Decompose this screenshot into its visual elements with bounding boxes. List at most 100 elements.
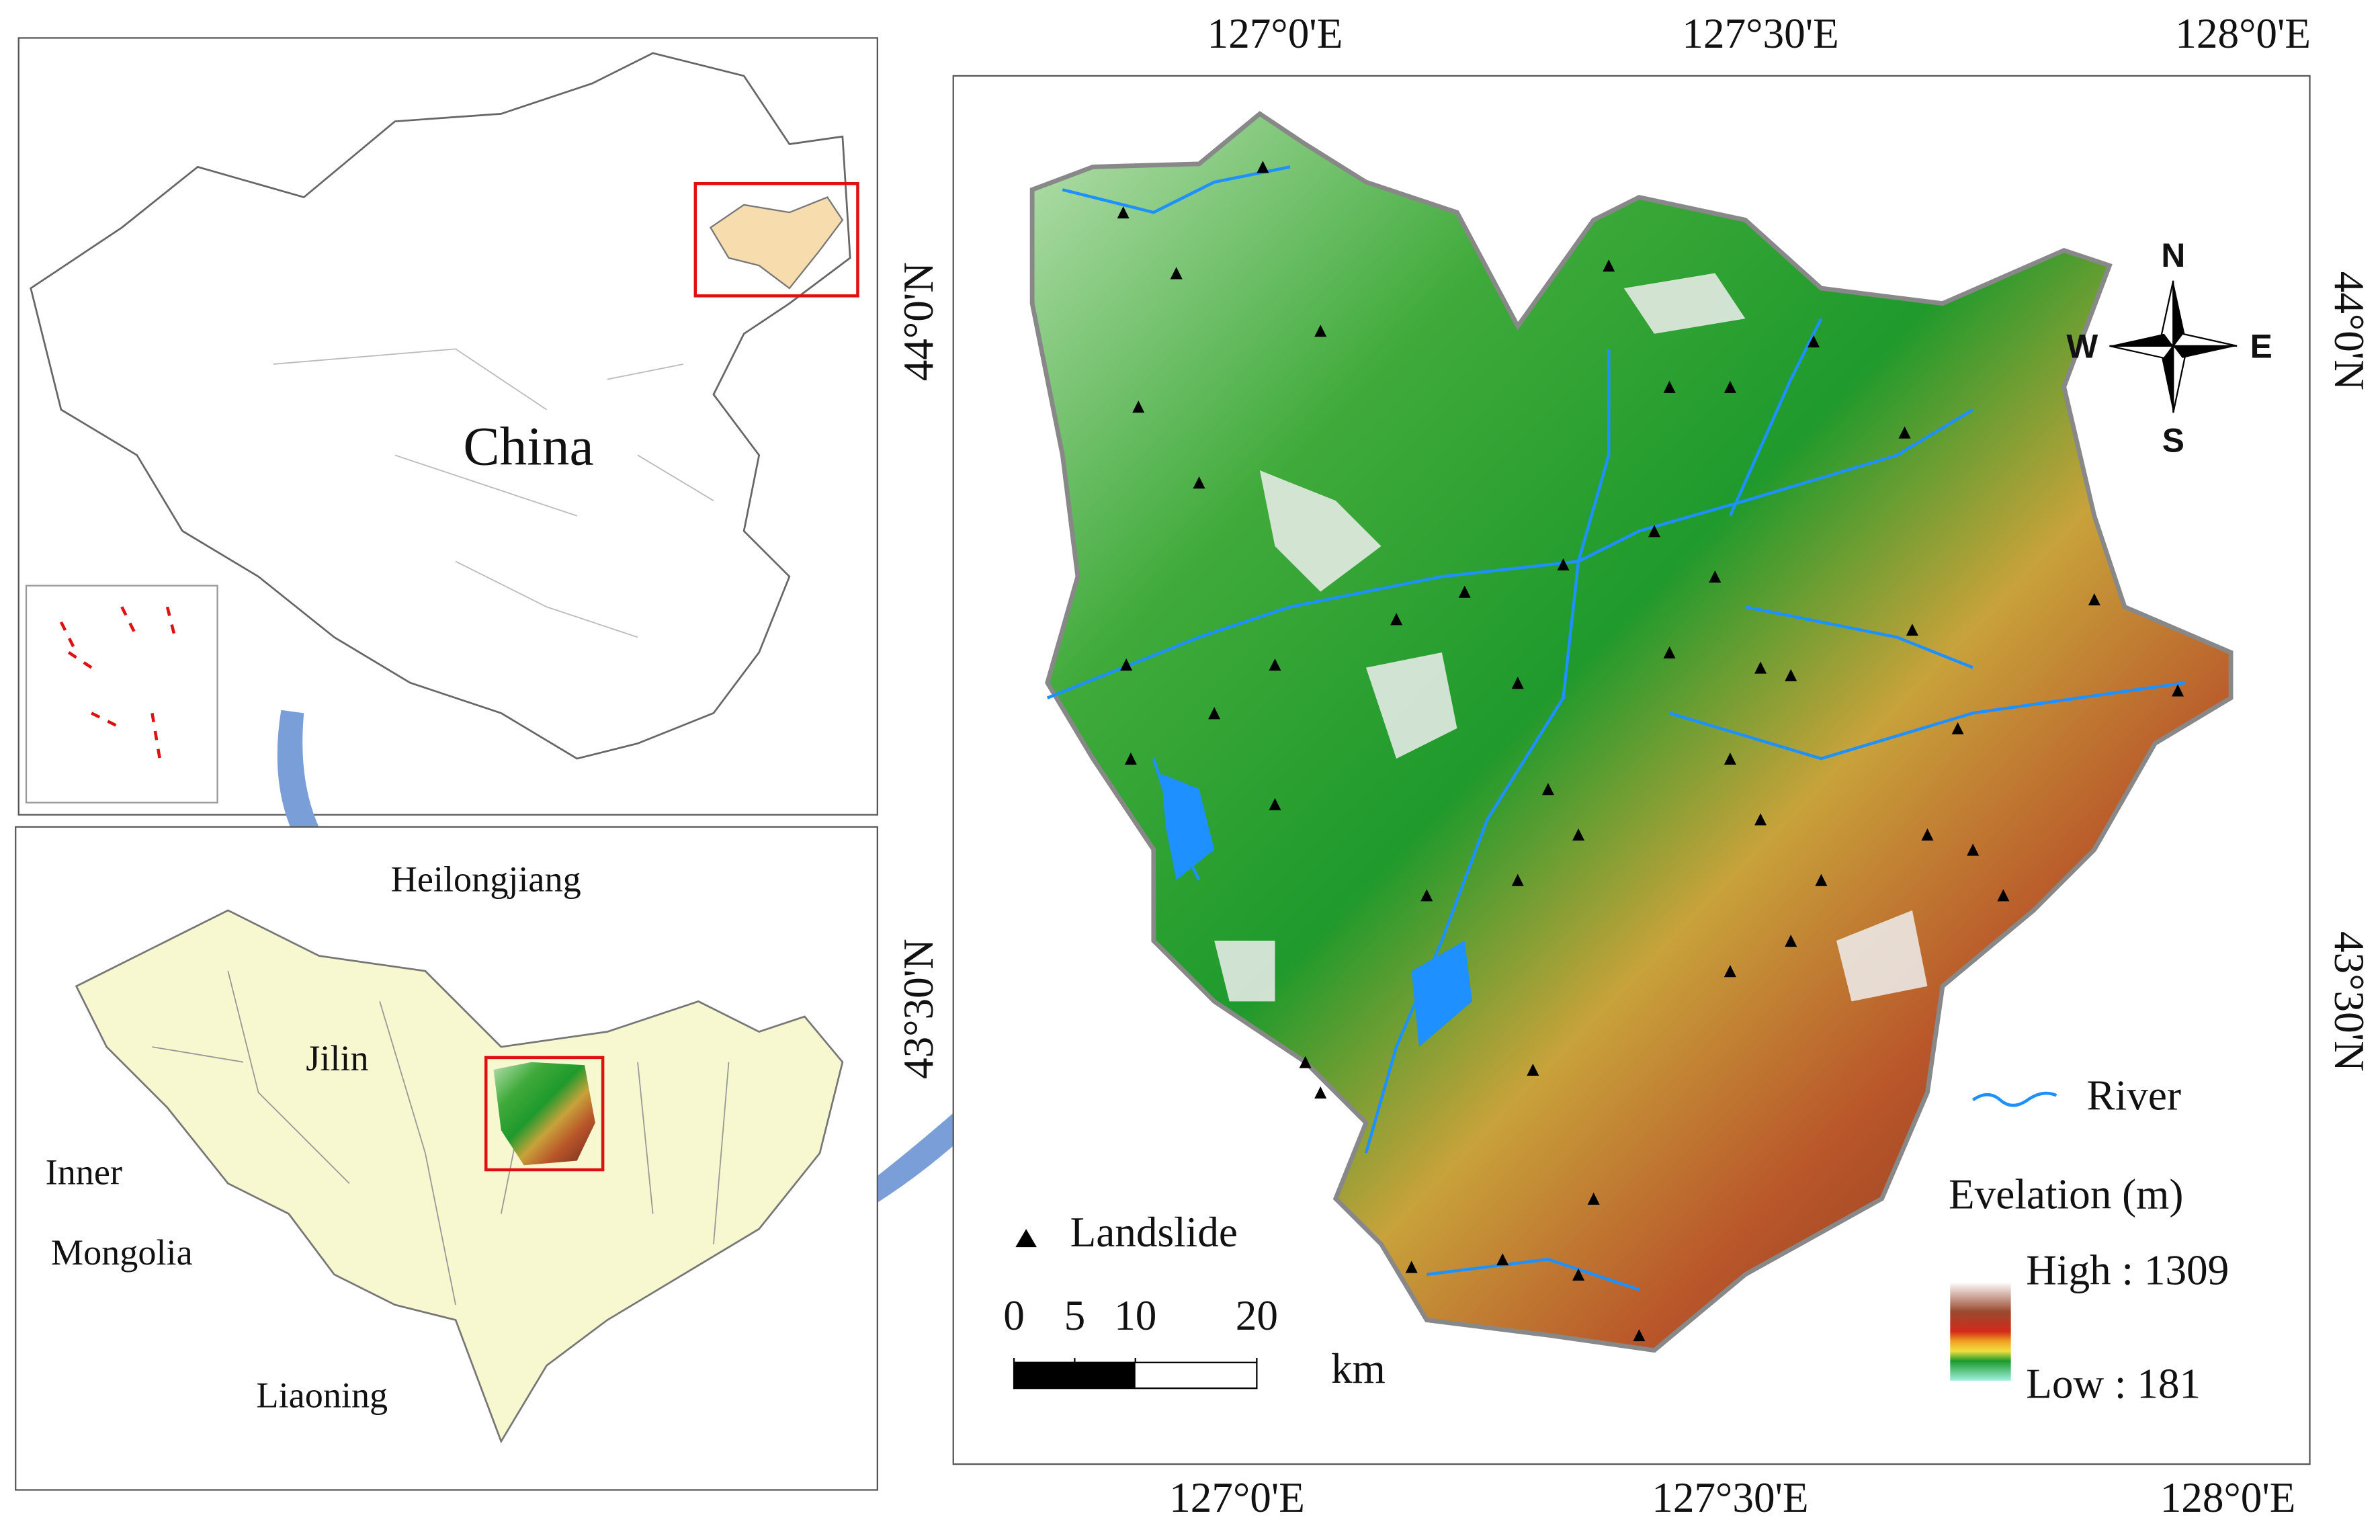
lon-label: 127°0'E bbox=[1207, 10, 1343, 57]
landslide bbox=[1405, 1260, 1418, 1273]
landslide bbox=[1967, 843, 1980, 856]
landslide bbox=[1269, 798, 1281, 810]
reservoir bbox=[1161, 773, 1473, 1047]
compass: N S W E bbox=[2066, 237, 2272, 459]
landslide bbox=[1541, 783, 1554, 796]
landslide bbox=[1124, 753, 1137, 765]
landslide bbox=[1754, 813, 1767, 826]
landslide bbox=[1511, 677, 1524, 689]
landslide bbox=[1208, 707, 1221, 720]
legend-low: Low : 181 bbox=[2026, 1361, 2201, 1408]
lat-label: 43°30'N bbox=[895, 939, 942, 1079]
landslide bbox=[1390, 613, 1403, 626]
scale-tick-label: 0 bbox=[1003, 1292, 1025, 1339]
landslide bbox=[1921, 828, 1934, 841]
jilin-province bbox=[75, 909, 844, 1444]
landslide bbox=[1170, 267, 1183, 280]
locator-labels: Heilongjiang Jilin Inner Mongolia Liaoni… bbox=[46, 859, 581, 1416]
legend-elevation-title: Evelation (m) bbox=[1949, 1170, 2183, 1217]
compass-s: S bbox=[2162, 421, 2184, 459]
landslide bbox=[2172, 684, 2184, 697]
landslide bbox=[1724, 965, 1736, 978]
landslide bbox=[1633, 1329, 1646, 1342]
landslide bbox=[1458, 585, 1471, 598]
region-label: Inner bbox=[46, 1152, 122, 1192]
scale-tick-label: 20 bbox=[1236, 1292, 1278, 1339]
landslide bbox=[1572, 1268, 1585, 1281]
lon-label: 127°30'E bbox=[1652, 1474, 1808, 1521]
landslide bbox=[1269, 658, 1281, 671]
study-area-thumb bbox=[493, 1062, 595, 1166]
landslide bbox=[1117, 206, 1130, 219]
region-label: Heilongjiang bbox=[391, 859, 581, 900]
scale-unit: km bbox=[1331, 1345, 1386, 1392]
landslide bbox=[1587, 1192, 1600, 1205]
landslide bbox=[1603, 259, 1615, 272]
landslide bbox=[1709, 570, 1722, 583]
study-area-dem bbox=[1029, 111, 2234, 1353]
landslide bbox=[1257, 161, 1269, 173]
scale-tick-label: 5 bbox=[1064, 1292, 1086, 1339]
legend-river: River bbox=[2087, 1072, 2181, 1119]
lat-label: 44°0'N bbox=[2326, 271, 2373, 390]
elevation-ramp bbox=[1950, 1282, 2011, 1381]
legend-landslide: Landslide bbox=[1070, 1209, 1238, 1256]
landslide bbox=[1496, 1253, 1509, 1266]
landslide bbox=[1420, 889, 1433, 902]
highlight-box bbox=[693, 181, 859, 298]
scale-bar: 0 5 10 20 bbox=[1003, 1292, 1278, 1389]
lon-label: 128°0'E bbox=[2175, 10, 2311, 57]
china-label: China bbox=[463, 417, 593, 477]
province-lines bbox=[273, 348, 714, 638]
lon-label: 127°0'E bbox=[1169, 1474, 1305, 1521]
landslide bbox=[1906, 624, 1918, 636]
south-sea-inset bbox=[25, 585, 218, 804]
lon-label: 127°30'E bbox=[1682, 10, 1838, 57]
region-label: Liaoning bbox=[257, 1375, 388, 1415]
china-outline bbox=[30, 52, 851, 760]
landslide bbox=[1648, 525, 1661, 538]
landslide bbox=[1120, 658, 1133, 671]
landslide-symbol bbox=[1015, 1229, 1037, 1248]
landslide bbox=[1663, 380, 1676, 393]
landslide bbox=[1815, 873, 1828, 886]
landslide bbox=[1193, 476, 1205, 489]
landslide bbox=[1724, 380, 1736, 393]
landslide bbox=[1997, 889, 2010, 902]
legend-high: High : 1309 bbox=[2026, 1246, 2229, 1293]
landslide bbox=[1314, 1086, 1327, 1099]
lat-label: 43°30'N bbox=[2326, 931, 2373, 1072]
compass-w: W bbox=[2066, 327, 2098, 365]
scale-tick-label: 10 bbox=[1114, 1292, 1156, 1339]
landslide bbox=[2088, 593, 2100, 605]
arrow bbox=[277, 710, 349, 896]
landslide bbox=[1808, 335, 1820, 348]
compass-n: N bbox=[2161, 237, 2185, 274]
landslide bbox=[1299, 1056, 1312, 1068]
landslide bbox=[1951, 722, 1964, 734]
landslide bbox=[1314, 325, 1327, 337]
lat-label: 44°0'N bbox=[895, 262, 942, 381]
landslide bbox=[1754, 661, 1767, 674]
scale-bar-fill bbox=[1014, 1362, 1136, 1389]
compass-e: E bbox=[2250, 327, 2272, 365]
landslide bbox=[1898, 426, 1911, 439]
landslide bbox=[1724, 753, 1736, 765]
landslide bbox=[1785, 669, 1797, 681]
highlight-box bbox=[484, 1056, 605, 1172]
lon-label: 128°0'E bbox=[2160, 1474, 2296, 1521]
river-symbol bbox=[1971, 1091, 2057, 1107]
landslide bbox=[1572, 828, 1585, 841]
landslide bbox=[1557, 558, 1570, 571]
jilin-shape bbox=[709, 196, 844, 290]
landslides bbox=[1117, 161, 2184, 1342]
landslide bbox=[1511, 873, 1524, 886]
region-label: Jilin bbox=[306, 1038, 368, 1078]
landslide bbox=[1785, 935, 1797, 947]
landslide bbox=[1527, 1063, 1539, 1076]
landslide bbox=[1132, 400, 1145, 413]
region-label: Mongolia bbox=[51, 1232, 193, 1273]
landslide bbox=[1663, 646, 1676, 659]
